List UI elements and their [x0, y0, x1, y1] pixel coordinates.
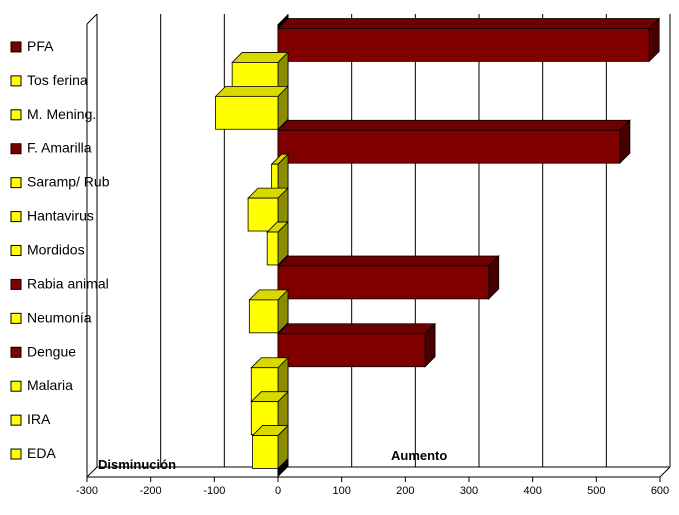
bar-front-3	[277, 129, 621, 164]
left-wall-top-edge	[86, 13, 98, 25]
legend-swatch-12	[10, 448, 22, 460]
floor-left-edge	[86, 466, 98, 478]
grid-lines	[86, 13, 671, 478]
bar-12	[251, 424, 289, 470]
legend-swatch-2	[10, 109, 22, 121]
legend-label-5: Hantavirus	[27, 208, 94, 224]
legend-entry-11: IRA	[10, 411, 51, 427]
bar-front-5	[247, 197, 279, 232]
legend-label-1: Tos ferina	[27, 72, 88, 88]
x-tick-label-3: 0	[275, 485, 281, 497]
bar-front-0	[277, 28, 650, 62]
legend-entry-1: Tos ferina	[10, 72, 88, 88]
legend-entry-9: Dengue	[10, 343, 76, 359]
legend-label-7: Rabia animal	[27, 275, 109, 291]
x-tick-label-4: 100	[332, 485, 350, 497]
legend-swatch-5	[10, 211, 22, 223]
bar-front-8	[248, 299, 279, 334]
bar-5	[247, 187, 289, 232]
bar-top-0	[277, 18, 661, 29]
legend-entry-3: F. Amarilla	[10, 140, 92, 156]
bar-top-9	[277, 323, 437, 335]
x-axis: -300 -200 -100 0 100 200 300 400 500 600	[76, 477, 669, 497]
legend-swatch-8	[10, 312, 22, 324]
legend-label-12: EDA	[27, 445, 56, 461]
bar-top-2	[214, 85, 289, 97]
legend-swatch-3	[10, 143, 22, 155]
bar-7	[277, 255, 500, 300]
legend-swatch-10	[10, 380, 22, 392]
legend-entry-12: EDA	[10, 445, 56, 461]
bar-front-9	[277, 333, 426, 368]
bar-3	[277, 119, 631, 165]
legend-label-4: Saramp/ Rub	[27, 174, 110, 190]
legend-swatch-9	[10, 346, 22, 358]
legend-entry-7: Rabia animal	[10, 275, 109, 291]
legend-label-2: M. Mening.	[27, 106, 96, 122]
legend-entry-8: Neumonía	[10, 309, 92, 325]
x-tick-label-2: -100	[203, 485, 225, 497]
legend-label-11: IRA	[27, 411, 51, 427]
bar-8	[248, 288, 289, 334]
x-tick-label-0: -300	[76, 485, 98, 497]
bar-0	[277, 17, 661, 63]
legend-label-9: Dengue	[27, 343, 76, 359]
legend-entry-6: Mordidos	[10, 242, 85, 258]
x-tick-label-8: 500	[587, 485, 605, 497]
bar-6	[266, 221, 289, 266]
annotation-decrease: Disminución	[98, 457, 176, 472]
legend-entry-5: Hantavirus	[10, 208, 94, 224]
bar-top-7	[277, 255, 500, 267]
x-tick-label-6: 300	[460, 485, 478, 497]
bar-front-6	[266, 231, 279, 266]
bar-2	[214, 85, 289, 131]
x-tick-label-5: 200	[396, 485, 414, 497]
bars	[214, 17, 661, 470]
x-tick-label-1: -200	[140, 485, 162, 497]
bar-top-3	[277, 119, 631, 131]
x-tick-label-9: 600	[651, 485, 669, 497]
legend-swatch-1	[10, 75, 22, 87]
legend-swatch-7	[10, 278, 22, 290]
bar-front-2	[215, 95, 279, 130]
legend-label-8: Neumonía	[27, 309, 92, 325]
legend-swatch-6	[10, 245, 22, 256]
legend-entry-4: Saramp/ Rub	[10, 174, 110, 190]
legend-label-3: F. Amarilla	[27, 140, 92, 156]
legend-swatch-4	[10, 177, 22, 189]
legend-label-0: PFA	[27, 38, 54, 54]
legend-swatch-11	[10, 414, 22, 426]
legend-entry-0: PFA	[10, 38, 54, 54]
bar-front-7	[277, 265, 490, 300]
bar-front-12	[252, 435, 279, 469]
bar-9	[277, 322, 437, 368]
legend: PFA Tos ferina M. Mening. F. Amarilla Saramp…	[10, 38, 110, 461]
annotation-increase: Aumento	[391, 448, 447, 463]
legend-swatch-0	[10, 41, 22, 53]
bar-10	[250, 356, 289, 402]
bar-4	[270, 153, 289, 199]
legend-entry-10: Malaria	[10, 377, 73, 393]
legend-label-10: Malaria	[27, 377, 73, 393]
x-tick-label-7: 400	[523, 485, 541, 497]
legend-entry-2: M. Mening.	[10, 106, 96, 122]
legend-label-6: Mordidos	[27, 242, 85, 258]
floor-right-edge	[659, 466, 671, 478]
